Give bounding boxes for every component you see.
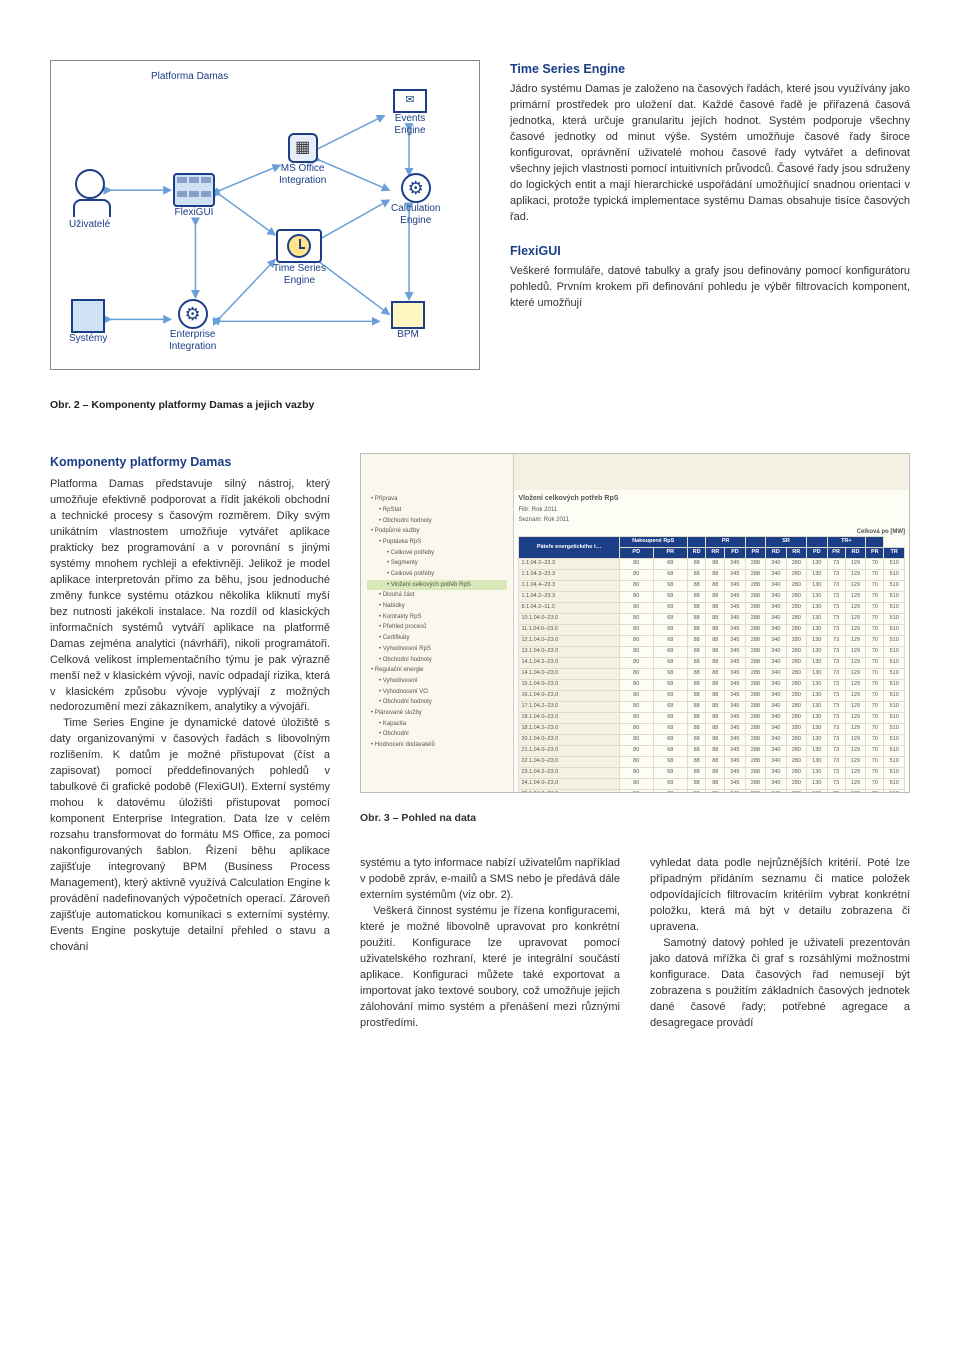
node-bpm: BPM	[391, 301, 425, 341]
screenshot-table: Páteře energetického t…Nakoupené RpSPRSR…	[518, 536, 905, 792]
seznam-value: Rok 2011	[544, 517, 569, 523]
screenshot-sidebar-item: • Vložení celkových potřeb RpS	[367, 580, 507, 591]
column-heading: Celková po [MW]	[518, 528, 905, 537]
screenshot-sidebar-item: • Obchodní	[367, 729, 507, 740]
screenshot-sidebar: • Příprava• RpStat• Obchodní hodnoty• Po…	[361, 454, 514, 792]
screenshot-sidebar-item: • Vyhodnocení	[367, 676, 507, 687]
screenshot-sidebar-item: • Segmenty	[367, 558, 507, 569]
screenshot-sidebar-item: • Příprava	[367, 494, 507, 505]
screenshot-sidebar-item: • Celkové potřeby	[367, 569, 507, 580]
figure3-caption: Obr. 3 – Pohled na data	[360, 811, 910, 826]
systems-label: Systémy	[69, 333, 107, 345]
body-paragraph: Veškerá činnost systému je řízena konfig…	[360, 904, 620, 1032]
screenshot-sidebar-item: • Kapacita	[367, 719, 507, 730]
screenshot-sidebar-item: • Nabídky	[367, 601, 507, 612]
screenshot-sidebar-item: • Vyhodnocení VO	[367, 687, 507, 698]
enterprise-label: Enterprise Integration	[169, 329, 216, 353]
node-tse: Time Series Engine	[273, 229, 326, 287]
puzzle-icon	[71, 299, 105, 333]
heading-components: Komponenty platformy Damas	[50, 453, 330, 471]
clock-icon	[276, 229, 322, 263]
screenshot-sidebar-item: • Celkové potřeby	[367, 548, 507, 559]
body-paragraph: Samotný datový pohled je uživateli preze…	[650, 936, 910, 1032]
body-paragraph: vyhledat data podle nejrůznějších kritér…	[650, 856, 910, 936]
screenshot-sidebar-item: • Obchodní hodnoty	[367, 697, 507, 708]
heading-tse: Time Series Engine	[510, 60, 910, 78]
screenshot-sidebar-item: • Plánované služby	[367, 708, 507, 719]
screenshot-sidebar-item: • Dlouhá část	[367, 590, 507, 601]
bpm-label: BPM	[397, 329, 419, 341]
flowchart-icon	[391, 301, 425, 329]
paragraph-components-1: Platforma Damas představuje silný nástro…	[50, 477, 330, 716]
form-icon	[173, 173, 215, 207]
screenshot-title: Vložení celkových potřeb RpS	[518, 494, 905, 504]
screenshot-sidebar-item: • Vyhodnocení RpS	[367, 644, 507, 655]
node-systems: Systémy	[69, 299, 107, 345]
text-column-1: systému a tyto informace nabízí uživatel…	[360, 856, 620, 1031]
users-label: Uživatelé	[69, 219, 110, 231]
paragraph-components-2: Time Series Engine je dynamické datové ú…	[50, 716, 330, 955]
node-msoffice: ▦ MS Office Integration	[279, 133, 326, 187]
node-enterprise: ⚙ Enterprise Integration	[169, 299, 216, 353]
filter-label: Filtr:	[518, 507, 530, 513]
diagram-title: Platforma Damas	[151, 71, 228, 83]
node-events-engine: ✉ Events Engine	[393, 89, 427, 137]
figure2-caption: Obr. 2 – Komponenty platformy Damas a je…	[50, 398, 480, 413]
envelope-icon: ✉	[393, 89, 427, 113]
node-users: Uživatelé	[69, 169, 110, 231]
text-column-2: vyhledat data podle nejrůznějších kritér…	[650, 856, 910, 1031]
node-calculation: ⚙ Calculation Engine	[391, 173, 440, 227]
screenshot-sidebar-item: • Hodnocení dodavatelů	[367, 740, 507, 751]
screenshot-main: Vložení celkových potřeb RpS Filtr: Rok …	[514, 454, 909, 792]
screenshot-mock: • Příprava• RpStat• Obchodní hodnoty• Po…	[360, 453, 910, 793]
screenshot-sidebar-item: • Kontrakty RpS	[367, 612, 507, 623]
tse-label: Time Series Engine	[273, 263, 326, 287]
paragraph-flexigui: Veškeré formuláře, datové tabulky a graf…	[510, 264, 910, 312]
msoffice-label: MS Office Integration	[279, 163, 326, 187]
heading-flexigui: FlexiGUI	[510, 242, 910, 260]
body-paragraph: systému a tyto informace nabízí uživatel…	[360, 856, 620, 904]
screenshot-sidebar-item: • Obchodní hodnoty	[367, 516, 507, 527]
architecture-diagram: Platforma Damas	[50, 60, 480, 370]
screenshot-sidebar-item: • RpStat	[367, 505, 507, 516]
gear-icon: ⚙	[178, 299, 208, 329]
screenshot-sidebar-item: • Certifikáty	[367, 633, 507, 644]
filter-value: Rok 2011	[532, 507, 557, 513]
screenshot-sidebar-item: • Poptávka RpS	[367, 537, 507, 548]
screenshot-sidebar-item: • Podpůrné služby	[367, 526, 507, 537]
gear-icon: ⚙	[401, 173, 431, 203]
events-label: Events Engine	[394, 113, 425, 137]
calc-label: Calculation Engine	[391, 203, 440, 227]
flexigui-label: FlexiGUI	[175, 207, 214, 219]
person-icon	[75, 169, 105, 199]
grid-icon: ▦	[288, 133, 318, 163]
seznam-label: Seznam:	[518, 517, 542, 523]
node-flexigui: FlexiGUI	[173, 173, 215, 219]
screenshot-sidebar-item: • Obchodní hodnoty	[367, 655, 507, 666]
screenshot-sidebar-item: • Přehled procesů	[367, 622, 507, 633]
paragraph-tse: Jádro systému Damas je založeno na časov…	[510, 82, 910, 225]
screenshot-sidebar-item: • Regulační energie	[367, 665, 507, 676]
